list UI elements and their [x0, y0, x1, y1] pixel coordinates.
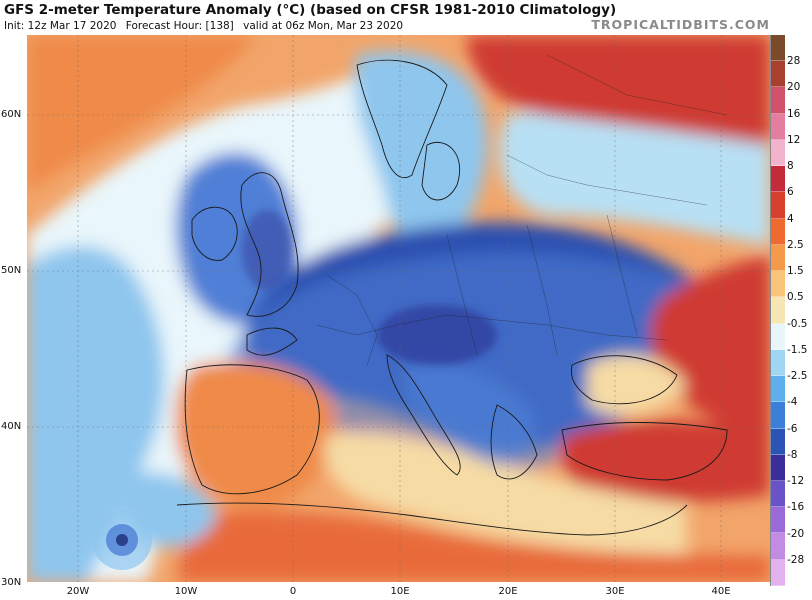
lat-label-30n: 30N [1, 577, 22, 588]
colorbar-labels: 28 20 16 12 8 6 4 2.5 1.5 0.5 -0.5 -1.5 -2.5 -4 -6 -8 -1… [786, 35, 812, 586]
lon-label-30e: 30E [605, 586, 625, 597]
run-info: Init: 12z Mar 17 2020 Forecast Hour: [13… [4, 20, 409, 32]
colorbar-swatch [771, 297, 785, 324]
north-africa-region [177, 511, 770, 582]
colorbar-swatch [771, 428, 785, 455]
init-time: Init: 12z Mar 17 2020 [4, 20, 117, 32]
colorbar-swatch [771, 87, 785, 114]
colorbar-swatch [771, 192, 785, 219]
colorbar-swatch [771, 166, 785, 193]
colorbar-swatch [771, 61, 785, 88]
colorbar-swatch [771, 533, 785, 560]
anomaly-map [27, 35, 770, 582]
colorbar-label: 4 [787, 212, 794, 225]
colorbar-swatch [771, 113, 785, 140]
colorbar-label: -0.5 [787, 317, 808, 330]
forecast-hour: Forecast Hour: [138] [125, 20, 234, 32]
balkans-cool-region [407, 362, 536, 465]
colorbar-swatch [771, 323, 785, 350]
lon-label-10e: 10E [390, 586, 410, 597]
turkey-outline [561, 422, 728, 481]
norway-outline [356, 59, 448, 178]
colorbar-label: 2.5 [787, 238, 804, 251]
valid-time: valid at 06z Mon, Mar 23 2020 [243, 20, 404, 32]
colorbar-swatch [771, 244, 785, 272]
alps-cold-core [377, 305, 497, 365]
anomaly-map-svg [27, 35, 770, 582]
north-africa-coast [176, 502, 688, 536]
colorbar-label: 28 [787, 55, 801, 68]
colorbar-swatch [771, 376, 785, 403]
colorbar-label: -20 [787, 527, 805, 540]
lon-label-20w: 20W [66, 586, 90, 597]
greece-outline [490, 404, 538, 480]
colorbar-label: -1.5 [787, 343, 808, 356]
black-sea-region [587, 354, 687, 416]
borders [316, 54, 728, 366]
colorbar-label: 20 [787, 81, 801, 94]
colorbar-label: 8 [787, 160, 794, 173]
colorbar-label: 6 [787, 186, 794, 199]
colorbar-label: 0.5 [787, 291, 804, 304]
colorbar [770, 35, 785, 586]
lat-label-50n: 50N [1, 265, 22, 276]
iberia-outline [184, 364, 320, 495]
britain-cold-core [242, 210, 292, 290]
mediterranean-region [324, 432, 687, 555]
ireland-outline [191, 206, 238, 261]
lon-label-40e: 40E [711, 586, 731, 597]
colorbar-swatch [771, 139, 785, 167]
italy-outline [386, 354, 461, 476]
storm-swirl [92, 510, 152, 570]
colorbar-label: 1.5 [787, 265, 804, 278]
cool-atlantic-region [27, 246, 165, 582]
brand-watermark: TROPICALTIDBITS.COM [591, 17, 770, 32]
russia-warm-region [467, 35, 770, 145]
cold-fringe-region [227, 252, 727, 476]
sweden-outline [421, 141, 461, 201]
turkey-warm-region [560, 420, 770, 502]
colorbar-label: -12 [787, 475, 805, 488]
lat-label-60n: 60N [1, 109, 22, 120]
colorbar-swatch [771, 349, 785, 377]
graticule [27, 35, 770, 582]
colorbar-label: 12 [787, 133, 801, 146]
brittany-outline [246, 327, 298, 356]
colorbar-label: -28 [787, 553, 805, 566]
chart-title: GFS 2-meter Temperature Anomaly (°C) (ba… [4, 2, 617, 18]
lon-label-20e: 20E [498, 586, 518, 597]
lat-label-40n: 40N [1, 421, 22, 432]
lon-label-0: 0 [289, 586, 297, 597]
colorbar-swatch [771, 507, 785, 534]
coastlines [176, 59, 728, 536]
colorbar-label: -2.5 [787, 370, 808, 383]
colorbar-label: -6 [787, 422, 798, 435]
colorbar-label: -8 [787, 448, 798, 461]
black-sea-outline [570, 355, 678, 405]
colorbar-swatch [771, 35, 785, 62]
colorbar-swatch [771, 271, 785, 298]
colorbar-swatch [771, 480, 785, 508]
colorbar-swatch [771, 559, 785, 586]
colorbar-swatch [771, 218, 785, 245]
britain-outline [240, 172, 299, 317]
colorbar-label: 16 [787, 107, 801, 120]
colorbar-swatch [771, 402, 785, 429]
colorbar-swatch [771, 454, 785, 481]
northeast-cool-region [499, 110, 770, 245]
colorbar-label: -16 [787, 501, 805, 514]
lon-label-10w: 10W [174, 586, 198, 597]
colorbar-label: -4 [787, 396, 798, 409]
iberia-warm-region [175, 361, 335, 507]
